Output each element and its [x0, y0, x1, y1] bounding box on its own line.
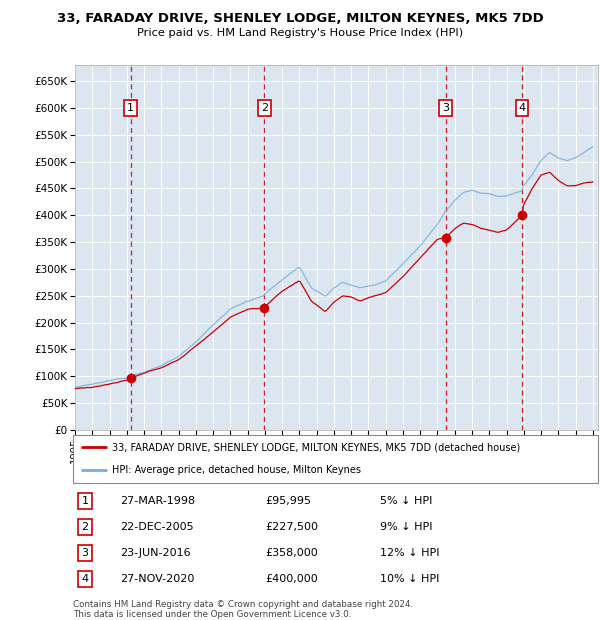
Text: 22-DEC-2005: 22-DEC-2005: [120, 522, 194, 532]
Text: £358,000: £358,000: [265, 548, 318, 558]
Text: £227,500: £227,500: [265, 522, 318, 532]
Text: 2: 2: [261, 103, 268, 113]
Text: 27-NOV-2020: 27-NOV-2020: [120, 574, 194, 584]
Text: £95,995: £95,995: [265, 496, 311, 506]
Text: 33, FARADAY DRIVE, SHENLEY LODGE, MILTON KEYNES, MK5 7DD (detached house): 33, FARADAY DRIVE, SHENLEY LODGE, MILTON…: [112, 442, 521, 452]
Text: 33, FARADAY DRIVE, SHENLEY LODGE, MILTON KEYNES, MK5 7DD: 33, FARADAY DRIVE, SHENLEY LODGE, MILTON…: [56, 12, 544, 25]
Text: 5% ↓ HPI: 5% ↓ HPI: [380, 496, 433, 506]
Text: 4: 4: [82, 574, 89, 584]
Text: Price paid vs. HM Land Registry's House Price Index (HPI): Price paid vs. HM Land Registry's House …: [137, 28, 463, 38]
Text: £400,000: £400,000: [265, 574, 318, 584]
Text: 4: 4: [518, 103, 526, 113]
Text: 23-JUN-2016: 23-JUN-2016: [120, 548, 191, 558]
Text: 10% ↓ HPI: 10% ↓ HPI: [380, 574, 439, 584]
Text: 12% ↓ HPI: 12% ↓ HPI: [380, 548, 439, 558]
Text: 1: 1: [127, 103, 134, 113]
Text: HPI: Average price, detached house, Milton Keynes: HPI: Average price, detached house, Milt…: [112, 464, 361, 474]
Text: 3: 3: [82, 548, 89, 558]
Text: 27-MAR-1998: 27-MAR-1998: [120, 496, 195, 506]
Text: 2: 2: [82, 522, 89, 532]
FancyBboxPatch shape: [73, 435, 598, 483]
Text: 9% ↓ HPI: 9% ↓ HPI: [380, 522, 433, 532]
Text: Contains HM Land Registry data © Crown copyright and database right 2024.
This d: Contains HM Land Registry data © Crown c…: [73, 600, 413, 619]
Text: 1: 1: [82, 496, 89, 506]
Text: 3: 3: [442, 103, 449, 113]
